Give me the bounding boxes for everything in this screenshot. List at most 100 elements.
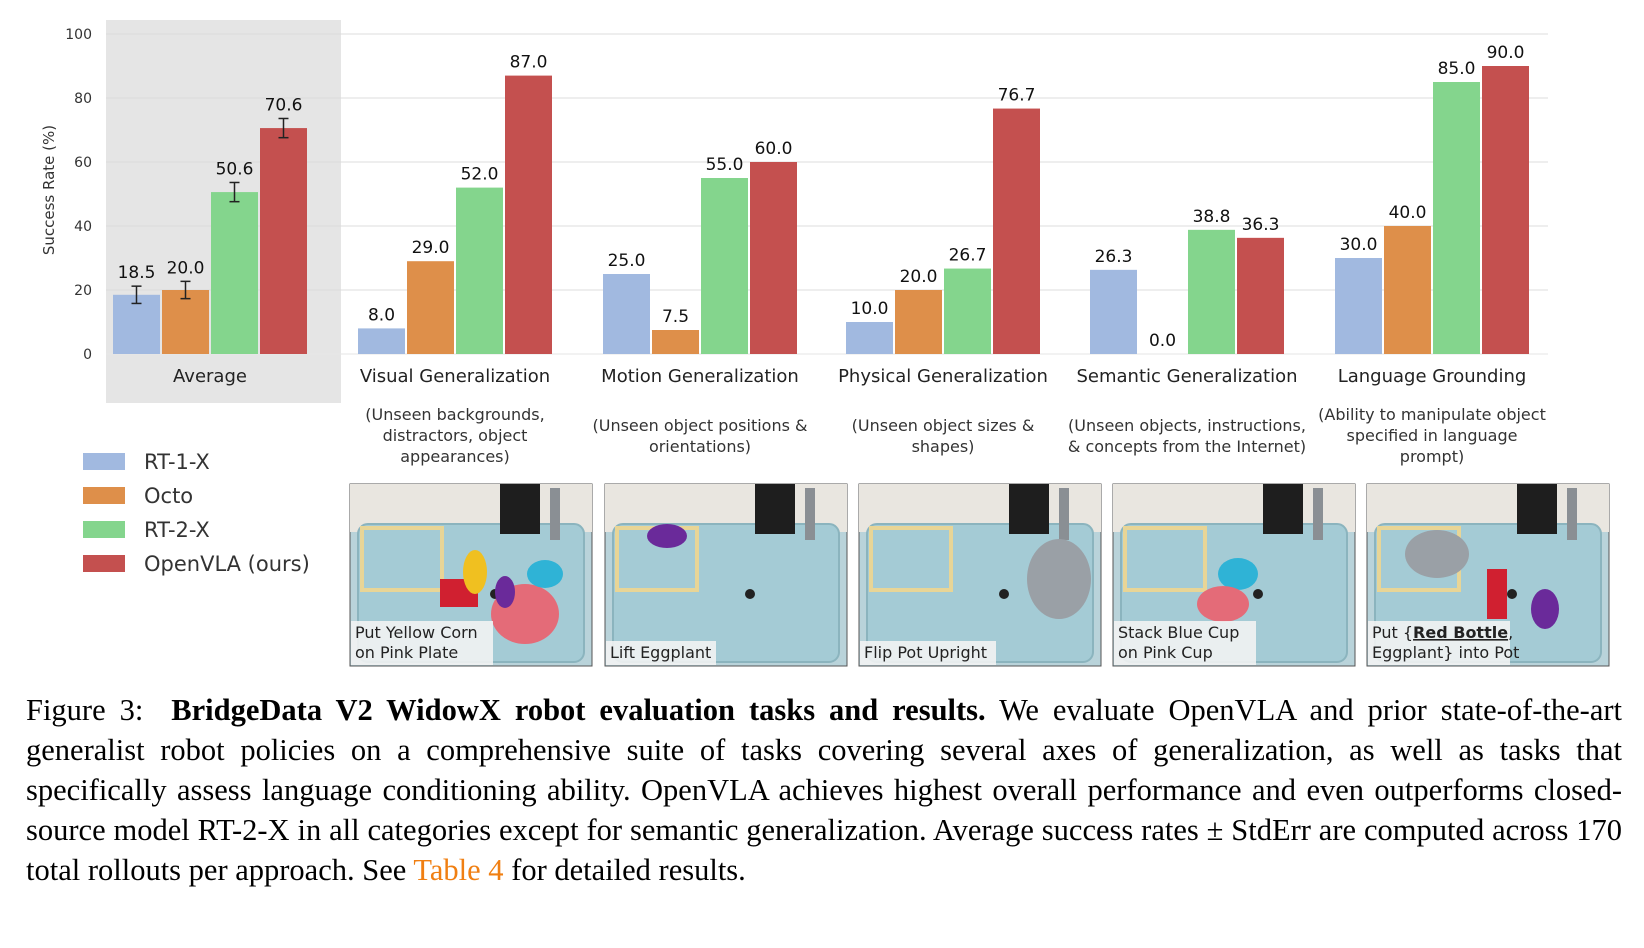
bar [407, 261, 454, 354]
value-labels: 18.5 20.0 50.6 70.6 8.0 29.0 52.0 87.0 25.0 7.5 55… [118, 43, 1525, 351]
value-label: 30.0 [1340, 235, 1378, 255]
robot-arm [1263, 484, 1303, 534]
photo-label-box [606, 641, 716, 665]
value-label: 85.0 [1438, 59, 1476, 79]
category-description-line: specified in language [1347, 426, 1518, 445]
legend-label: OpenVLA (ours) [144, 552, 310, 576]
value-label: 0.0 [1149, 331, 1176, 351]
value-label: 20.0 [167, 258, 205, 278]
sink-drain [1253, 589, 1263, 599]
value-label: 18.5 [118, 263, 156, 283]
bar [358, 328, 405, 354]
legend-label: Octo [144, 484, 193, 508]
category-label: Physical Generalization [838, 366, 1048, 387]
task-object [527, 560, 563, 588]
bar [846, 322, 893, 354]
photo-label-line: Stack Blue Cup [1118, 623, 1239, 642]
task-photo: Put {Red Bottle,Eggplant} into Pot [1366, 483, 1610, 667]
y-tick-label: 80 [74, 91, 92, 107]
photo-label-line: on Pink Cup [1118, 643, 1213, 662]
dish-rack [360, 526, 444, 592]
photo-label-box [351, 621, 493, 665]
figure-caption: Figure 3: BridgeData V2 WidowX robot eva… [26, 690, 1622, 890]
bar [895, 290, 942, 354]
category-description-line: appearances) [400, 447, 510, 466]
bar [603, 274, 650, 354]
bar [1090, 269, 1137, 354]
caption-body: We evaluate OpenVLA and prior state-of-t… [26, 693, 1622, 887]
task-object [647, 524, 687, 548]
y-tick-label: 60 [74, 155, 92, 171]
task-object [1218, 558, 1258, 590]
category-label: Language Grounding [1338, 366, 1527, 387]
value-label: 60.0 [755, 139, 793, 159]
value-label: 7.5 [662, 307, 689, 327]
task-object [1197, 586, 1249, 622]
bar [505, 75, 552, 354]
sink-drain [999, 589, 1009, 599]
task-object [1531, 589, 1559, 629]
value-label: 26.7 [949, 246, 987, 266]
bars [113, 66, 1529, 354]
caption-suffix: for detailed results. [511, 853, 746, 887]
bar [1384, 226, 1431, 354]
dish-rack [869, 526, 953, 592]
category-description-line: (Unseen object positions & [592, 416, 807, 435]
bar [993, 108, 1040, 354]
photo-label-emphasis: Red Bottle [1413, 623, 1508, 642]
robot-arm [1517, 484, 1557, 534]
grid-lines [106, 33, 1548, 355]
photo-label-part: , [1508, 623, 1513, 642]
category-description-line: prompt) [1400, 447, 1464, 466]
category-descriptions: (Unseen backgrounds, distractors, object a… [365, 405, 1546, 466]
value-label: 20.0 [900, 267, 938, 287]
value-label: 26.3 [1095, 247, 1133, 267]
legend-label: RT-2-X [144, 518, 210, 542]
bar [1482, 66, 1529, 354]
faucet [1567, 488, 1577, 540]
value-label: 50.6 [216, 159, 254, 179]
value-label: 87.0 [510, 53, 548, 73]
category-label: Average [173, 366, 247, 387]
table-4-link[interactable]: Table 4 [413, 853, 504, 887]
category-description-line: orientations) [649, 437, 751, 456]
legend-swatch [83, 453, 125, 470]
value-label: 76.7 [998, 86, 1036, 106]
faucet [550, 488, 560, 540]
value-label: 55.0 [706, 155, 744, 175]
value-label: 25.0 [608, 251, 646, 271]
bar [944, 268, 991, 354]
y-tick-label: 40 [74, 219, 92, 235]
bar [113, 294, 160, 354]
bar [1188, 229, 1235, 354]
y-tick-label: 20 [74, 283, 92, 299]
category-label: Visual Generalization [360, 366, 550, 387]
faucet [1313, 488, 1323, 540]
y-axis-label: Success Rate (%) [40, 125, 58, 255]
bar [456, 187, 503, 354]
value-label: 38.8 [1193, 207, 1231, 227]
bar [1335, 258, 1382, 354]
value-label: 10.0 [851, 299, 889, 319]
category-labels: Average Visual Generalization Motion Gener… [173, 366, 1526, 387]
task-object [495, 576, 515, 608]
value-label: 29.0 [412, 238, 450, 258]
photo-label-part: Put { [1372, 623, 1413, 642]
category-description-line: (Unseen objects, instructions, [1068, 416, 1306, 435]
category-description-line: (Unseen backgrounds, [365, 405, 544, 424]
legend-swatch [83, 521, 125, 538]
photo-label-box [1368, 621, 1510, 665]
bar [1237, 237, 1284, 354]
task-photo: Lift Eggplant [604, 483, 848, 667]
bar [652, 330, 699, 354]
bar [162, 290, 209, 354]
caption-prefix: Figure 3: [26, 693, 144, 727]
sink-basin [612, 523, 840, 663]
legend-swatch [83, 487, 125, 504]
bar [701, 178, 748, 354]
dish-rack [1123, 526, 1207, 592]
task-object [1405, 530, 1469, 578]
faucet [1059, 488, 1069, 540]
legend: RT-1-X Octo RT-2-X OpenVLA (ours) [83, 450, 310, 576]
task-photo: Flip Pot Upright [858, 483, 1102, 667]
